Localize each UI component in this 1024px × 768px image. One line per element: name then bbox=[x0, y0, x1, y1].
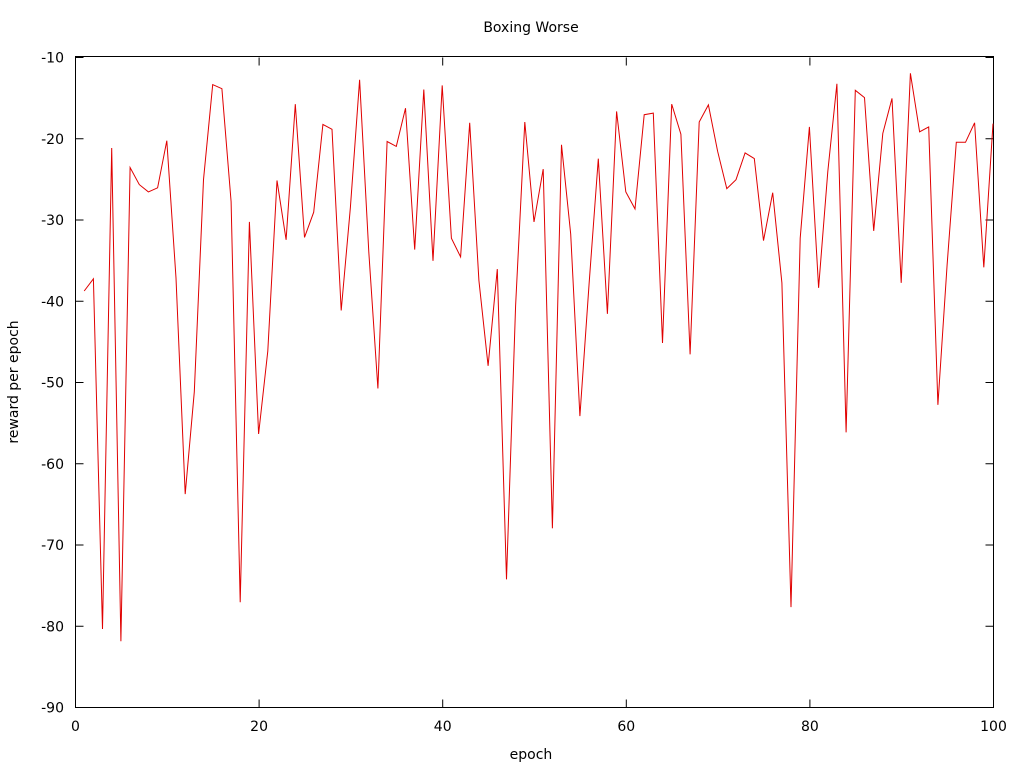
y-axis-label: reward per epoch bbox=[6, 320, 22, 443]
x-tick-label: 20 bbox=[250, 719, 268, 735]
y-tick-label: -70 bbox=[41, 538, 64, 554]
y-tick-label: -10 bbox=[41, 51, 64, 67]
x-tick-label: 0 bbox=[71, 719, 80, 735]
y-tick-label: -20 bbox=[41, 132, 64, 148]
y-tick-label: -30 bbox=[41, 213, 64, 229]
y-tick-label: -60 bbox=[41, 457, 64, 473]
chart-title: Boxing Worse bbox=[483, 20, 578, 36]
x-tick-label: 40 bbox=[434, 719, 452, 735]
y-tick-label: -50 bbox=[41, 376, 64, 392]
x-tick-label: 60 bbox=[617, 719, 635, 735]
plot-frame bbox=[75, 56, 994, 708]
x-tick-label: 100 bbox=[980, 719, 1007, 735]
x-axis-ticks: 0 20 40 60 80 100 bbox=[71, 57, 1007, 735]
series-line-0 bbox=[83, 73, 994, 642]
x-tick-label: 80 bbox=[801, 719, 819, 735]
y-axis-ticks: -90 -80 -70 -60 -50 -40 -30 -20 -10 bbox=[41, 51, 994, 717]
x-axis-label: epoch bbox=[510, 747, 553, 763]
series-layer bbox=[83, 73, 994, 642]
y-tick-label: -40 bbox=[41, 294, 64, 310]
y-tick-label: -80 bbox=[41, 619, 64, 635]
y-tick-label: -90 bbox=[41, 701, 64, 717]
